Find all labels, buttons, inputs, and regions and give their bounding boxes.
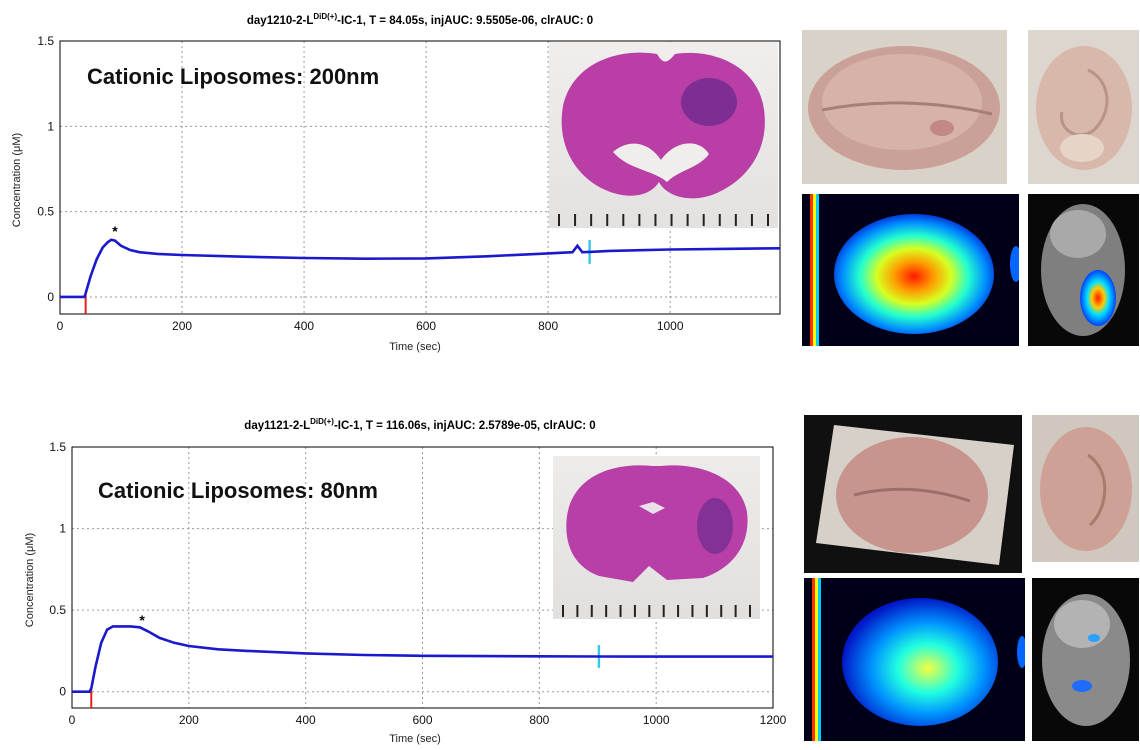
y-tick-label: 0.5 [37, 205, 54, 219]
x-tick-label: 0 [57, 319, 64, 333]
chart-title-prefix: day1210-2-L [247, 15, 313, 27]
x-tick-label: 800 [529, 713, 549, 727]
x-tick-label: 0 [69, 713, 76, 727]
y-axis-label: Concentration (μM) [24, 533, 36, 627]
x-tick-label: 400 [296, 713, 316, 727]
y-tick-label: 0 [59, 685, 66, 699]
chart-title-suffix: -IC-1, T = 116.06s, injAUC: 2.5789e-05, … [334, 420, 596, 432]
chart-title-prefix: day1121-2-L [244, 420, 310, 432]
y-tick-label: 1.5 [37, 34, 54, 48]
chart-title-suffix: -IC-1, T = 84.05s, injAUC: 9.5505e-06, c… [337, 15, 593, 27]
chart-title: day1210-2-LDiD(+)-IC-1, T = 84.05s, injA… [247, 12, 593, 27]
x-tick-label: 200 [172, 319, 192, 333]
y-tick-label: 1 [47, 119, 54, 133]
y-axis-label: Concentration (μM) [11, 133, 23, 227]
annotation-label: Cationic Liposomes: 200nm [87, 64, 379, 89]
x-tick-label: 1200 [760, 713, 787, 727]
chart-80nm: day1121-2-LDiD(+)-IC-1, T = 116.06s, inj… [24, 417, 787, 745]
annotation-label: Cationic Liposomes: 80nm [98, 478, 378, 503]
peak-marker: * [139, 612, 145, 628]
histology-image [553, 456, 760, 619]
chart-title-sup: DiD(+) [310, 417, 334, 426]
plot-frame [71, 446, 774, 709]
fluorescence-image-whole [802, 194, 1019, 346]
x-tick-label: 800 [538, 319, 558, 333]
fluorescence-image-slice [1028, 194, 1139, 346]
histology-image [549, 42, 778, 228]
y-tick-label: 1 [59, 522, 66, 536]
chart-panel-80nm: day1121-2-LDiD(+)-IC-1, T = 116.06s, inj… [0, 400, 790, 745]
x-tick-label: 600 [412, 713, 432, 727]
x-tick-label: 200 [179, 713, 199, 727]
fluorescence-image-whole [804, 578, 1025, 741]
plot-frame [59, 40, 781, 315]
x-tick-label: 400 [294, 319, 314, 333]
chart-title-sup: DiD(+) [313, 12, 337, 21]
x-tick-label: 1000 [657, 319, 684, 333]
series-line [60, 238, 781, 299]
series-line [72, 625, 773, 693]
histology-slice-icon [562, 465, 751, 617]
chart-panel-200nm: day1210-2-LDiD(+)-IC-1, T = 84.05s, injA… [0, 0, 790, 360]
y-tick-label: 1.5 [49, 440, 66, 454]
x-axis-label: Time (sec) [389, 341, 441, 353]
brain-photo-whole [804, 415, 1022, 573]
brain-photo-whole [802, 30, 1007, 184]
fluorescence-image-slice [1032, 578, 1139, 741]
x-axis-label: Time (sec) [389, 733, 441, 745]
brain-photo-slice [1028, 30, 1139, 184]
histology-slice-icon [558, 52, 769, 226]
y-tick-label: 0 [47, 290, 54, 304]
y-tick-label: 0.5 [49, 603, 66, 617]
x-tick-label: 1000 [643, 713, 670, 727]
chart-200nm: day1210-2-LDiD(+)-IC-1, T = 84.05s, injA… [11, 12, 781, 353]
chart-title: day1121-2-LDiD(+)-IC-1, T = 116.06s, inj… [244, 417, 595, 432]
x-tick-label: 600 [416, 319, 436, 333]
brain-photo-slice [1032, 415, 1139, 562]
peak-marker: * [112, 223, 118, 239]
